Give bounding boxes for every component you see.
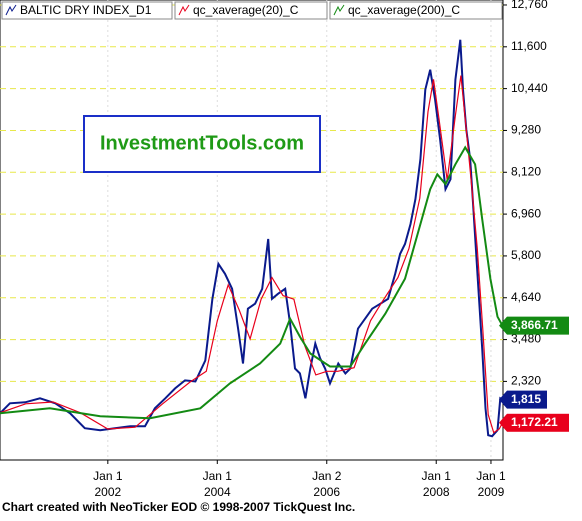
x-tick-label: Jan 2 <box>312 469 342 483</box>
x-tick-label: 2004 <box>204 485 231 499</box>
y-tick-label: 11,600 <box>511 39 547 53</box>
x-tick-label: Jan 1 <box>203 469 233 483</box>
legend-box <box>1 1 173 20</box>
y-tick-label: 12,760 <box>511 0 548 11</box>
x-tick-label: 2009 <box>478 485 505 499</box>
y-tick-label: 8,120 <box>511 164 541 178</box>
series-line <box>0 145 504 420</box>
legend-icon <box>178 4 190 16</box>
x-tick-label: Jan 1 <box>422 469 452 483</box>
y-tick-label: 3,480 <box>511 332 541 346</box>
y-tick-label: 4,640 <box>511 290 541 304</box>
legend-box <box>174 1 328 20</box>
legend-label: BALTIC DRY INDEX_D1 <box>20 3 152 17</box>
last-value-box <box>507 413 569 432</box>
last-value-pointer <box>499 316 507 335</box>
y-tick-label: 9,280 <box>511 123 541 137</box>
y-tick-label: 2,320 <box>511 374 541 388</box>
legend-label: qc_xaverage(20)_C <box>193 3 299 17</box>
last-value-label: 1,172.21 <box>511 415 558 429</box>
legend-box <box>329 1 503 20</box>
series-line <box>0 39 504 438</box>
x-tick-label: 2002 <box>94 485 121 499</box>
last-value-pointer <box>499 413 507 432</box>
last-value-box <box>507 316 569 335</box>
x-tick-label: 2006 <box>313 485 340 499</box>
legend-icon <box>333 4 345 16</box>
last-value-pointer <box>499 390 507 409</box>
plot-area <box>0 0 504 461</box>
series-line <box>0 75 504 434</box>
watermark-box <box>83 115 321 173</box>
legend-label: qc_xaverage(200)_C <box>348 3 460 17</box>
y-tick-label: 10,440 <box>511 81 548 95</box>
last-value-box <box>507 390 547 409</box>
y-tick-label: 6,960 <box>511 206 541 220</box>
watermark: InvestmentTools.com <box>100 132 304 154</box>
x-tick-label: Jan 1 <box>476 469 506 483</box>
last-value-label: 3,866.71 <box>511 318 558 332</box>
last-value-label: 1,815 <box>511 392 541 406</box>
y-tick-label: 5,800 <box>511 248 541 262</box>
footer: Chart created with NeoTicker EOD © 1998-… <box>2 500 355 514</box>
x-tick-label: 2008 <box>423 485 450 499</box>
legend-icon <box>5 4 17 16</box>
x-tick-label: Jan 1 <box>93 469 123 483</box>
